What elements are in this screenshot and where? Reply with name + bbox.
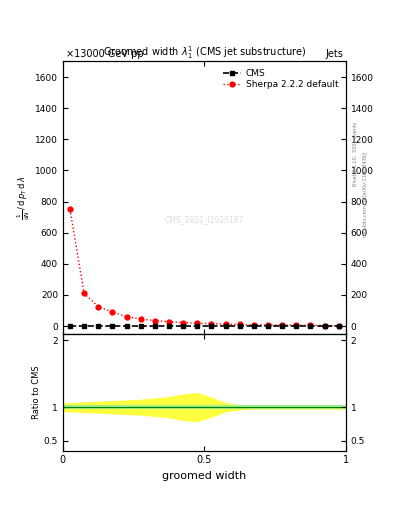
Sherpa 2.2.2 default bbox=[322, 323, 327, 329]
Sherpa 2.2.2 default bbox=[252, 322, 256, 328]
Sherpa 2.2.2 default bbox=[209, 321, 214, 327]
Sherpa 2.2.2 default bbox=[138, 316, 143, 322]
Y-axis label: Ratio to CMS: Ratio to CMS bbox=[32, 366, 41, 419]
CMS bbox=[138, 323, 143, 329]
Sherpa 2.2.2 default bbox=[68, 206, 72, 212]
CMS bbox=[152, 323, 157, 329]
Line: Sherpa 2.2.2 default: Sherpa 2.2.2 default bbox=[68, 207, 341, 328]
CMS bbox=[252, 323, 256, 329]
Sherpa 2.2.2 default bbox=[294, 322, 299, 328]
X-axis label: groomed width: groomed width bbox=[162, 471, 246, 481]
Sherpa 2.2.2 default bbox=[237, 322, 242, 328]
Sherpa 2.2.2 default bbox=[124, 314, 129, 320]
Line: CMS: CMS bbox=[68, 324, 341, 329]
Sherpa 2.2.2 default bbox=[110, 309, 115, 315]
Sherpa 2.2.2 default bbox=[223, 321, 228, 327]
Sherpa 2.2.2 default bbox=[266, 322, 270, 328]
CMS bbox=[110, 323, 115, 329]
CMS bbox=[209, 323, 214, 329]
Sherpa 2.2.2 default bbox=[82, 290, 86, 296]
CMS bbox=[223, 323, 228, 329]
Sherpa 2.2.2 default bbox=[308, 323, 313, 329]
Sherpa 2.2.2 default bbox=[280, 322, 285, 328]
Title: Groomed width $\lambda_1^1$ (CMS jet substructure): Groomed width $\lambda_1^1$ (CMS jet sub… bbox=[103, 45, 306, 61]
CMS bbox=[280, 323, 285, 329]
CMS bbox=[82, 323, 86, 329]
CMS bbox=[322, 323, 327, 329]
CMS bbox=[181, 323, 185, 329]
Sherpa 2.2.2 default bbox=[195, 320, 200, 326]
CMS bbox=[266, 323, 270, 329]
CMS bbox=[308, 323, 313, 329]
Y-axis label: $\frac{1}{\mathrm{d}N}\,/\,\mathrm{d}\,p_\mathrm{T}\,\mathrm{d}\,\lambda$: $\frac{1}{\mathrm{d}N}\,/\,\mathrm{d}\,p… bbox=[16, 175, 32, 220]
CMS bbox=[336, 323, 341, 329]
Text: Rivet 3.1.10,  500k events: Rivet 3.1.10, 500k events bbox=[353, 121, 358, 186]
Text: ×13000 GeV pp: ×13000 GeV pp bbox=[66, 49, 143, 59]
CMS bbox=[294, 323, 299, 329]
CMS bbox=[96, 323, 101, 329]
Text: CMS_2021_I1920187: CMS_2021_I1920187 bbox=[165, 215, 244, 224]
Sherpa 2.2.2 default bbox=[96, 304, 101, 310]
Sherpa 2.2.2 default bbox=[336, 323, 341, 329]
Sherpa 2.2.2 default bbox=[181, 319, 185, 326]
CMS bbox=[124, 323, 129, 329]
Legend: CMS, Sherpa 2.2.2 default: CMS, Sherpa 2.2.2 default bbox=[221, 66, 342, 92]
Text: Jets: Jets bbox=[325, 49, 343, 59]
Text: mcplots.cern.ch [arXiv:1306.3436]: mcplots.cern.ch [arXiv:1306.3436] bbox=[363, 152, 368, 237]
CMS bbox=[195, 323, 200, 329]
Sherpa 2.2.2 default bbox=[167, 318, 171, 325]
CMS bbox=[68, 323, 72, 329]
CMS bbox=[237, 323, 242, 329]
CMS bbox=[167, 323, 171, 329]
Sherpa 2.2.2 default bbox=[152, 317, 157, 324]
